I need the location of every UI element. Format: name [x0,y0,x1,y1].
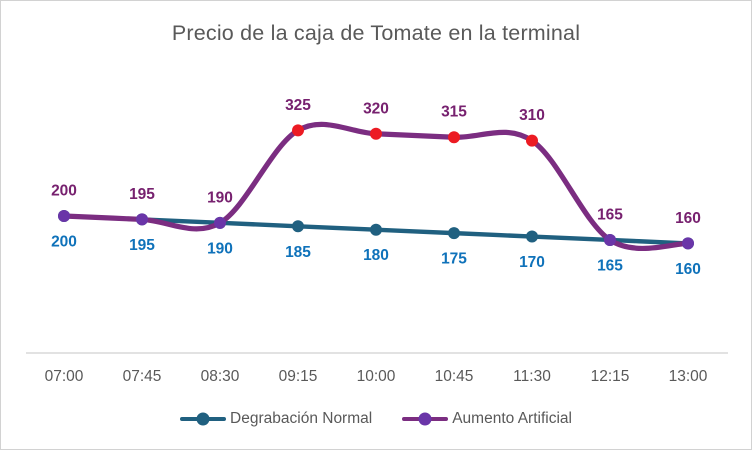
data-point-marker [136,213,148,226]
data-label: 190 [207,189,233,206]
legend-item-aumento-artificial: Aumento Artificial [402,410,572,428]
x-tick-label: 07:00 [45,368,84,385]
legend-label-aumento-artificial: Aumento Artificial [452,410,572,427]
data-point-marker [370,223,382,236]
data-label: 180 [363,247,389,264]
line-marker-swatch-icon [180,412,227,426]
x-tick-label: 11:30 [513,368,551,385]
data-label: 195 [129,237,155,254]
data-label: 165 [597,257,623,274]
data-point-marker [448,227,460,240]
data-point-marker [682,237,694,250]
line-marker-swatch-icon [402,412,449,426]
data-label: 195 [129,186,155,203]
data-point-marker [526,230,538,243]
data-point-marker [604,233,616,246]
x-tick-label: 10:45 [435,368,474,385]
data-point-marker [292,220,304,233]
data-point-marker [526,134,538,147]
data-label: 170 [519,254,545,271]
data-label: 185 [285,244,311,261]
legend-dot-purple [418,412,432,426]
data-point-marker [292,124,304,137]
data-label: 315 [441,104,467,121]
x-tick-label: 10:00 [357,368,396,385]
data-label: 200 [51,183,77,200]
legend: Degrabación Normal Aumento Artificial [1,406,751,432]
data-point-marker [214,216,226,229]
x-tick-label: 09:15 [279,368,318,385]
data-point-marker [370,127,382,140]
legend-dot-teal [196,412,210,426]
x-tick-label: 07:45 [123,368,162,385]
x-tick-label: 08:30 [201,368,240,385]
data-point-marker [58,210,70,222]
data-label: 165 [597,206,623,223]
data-point-marker [448,131,460,144]
data-label: 160 [675,210,701,227]
data-label: 325 [285,97,311,114]
x-tick-label: 13:00 [669,368,708,385]
chart-title: Precio de la caja de Tomate en la termin… [171,21,581,45]
legend-item-degrabacion-normal: Degrabación Normal [180,410,372,428]
x-tick-label: 12:15 [591,368,630,385]
data-label: 190 [207,240,233,257]
data-label: 160 [675,261,701,278]
data-label: 200 [51,234,77,251]
data-label: 310 [519,107,545,124]
data-label: 320 [363,100,389,117]
legend-label-degrabacion-normal: Degrabación Normal [230,410,373,427]
data-label: 175 [441,251,467,268]
